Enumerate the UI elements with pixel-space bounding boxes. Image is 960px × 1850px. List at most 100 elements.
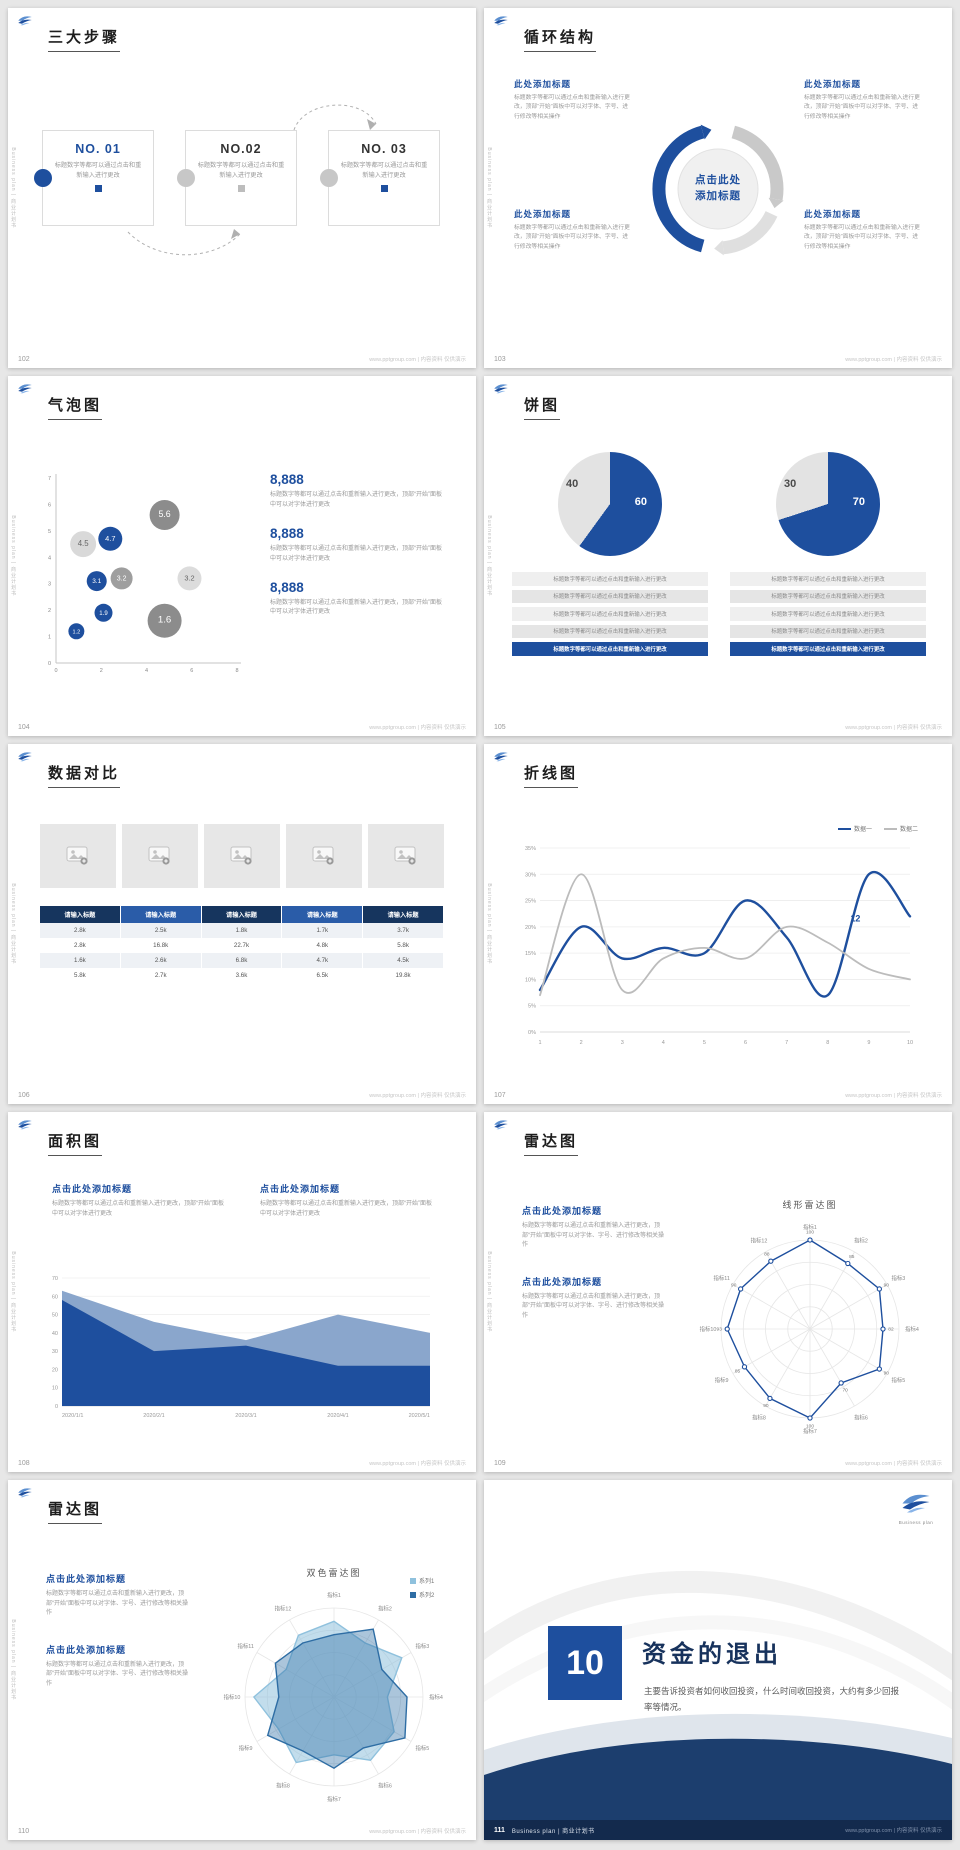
svg-text:指标3: 指标3 — [891, 1274, 905, 1282]
svg-text:6: 6 — [48, 502, 51, 508]
kpi-value: 8,888 — [270, 472, 304, 487]
block-body: 标题数字等都可以通过点击和重新输入进行更改，顶部“开始”面板中可以对字体、字号、… — [514, 95, 630, 120]
svg-text:10: 10 — [907, 1040, 913, 1046]
slide-105-pie-charts[interactable]: Business plan | 商业计划书 饼图 40 60 标题数字等都可以通… — [484, 376, 952, 736]
brand-logo-icon — [494, 384, 508, 394]
caption-row-highlight: 标题数字等都可以通过点击和重新输入进行更改 — [512, 642, 708, 656]
table-cell: 2.5k — [121, 923, 202, 938]
cycle-text-bottom-left: 此处添加标题 标题数字等都可以通过点击和重新输入进行更改，顶部“开始”面板中可以对… — [514, 208, 632, 252]
svg-text:3.2: 3.2 — [184, 573, 194, 582]
svg-text:1.9: 1.9 — [99, 611, 108, 617]
image-placeholder-row — [40, 824, 444, 888]
svg-text:0: 0 — [55, 1404, 58, 1410]
svg-text:8: 8 — [235, 668, 238, 674]
radar-text-block: 点击此处添加标题 标题数字等都可以通过点击和重新输入进行更改，顶部“开始”面板中可… — [46, 1643, 190, 1690]
table-header-cell: 请输入标题 — [363, 906, 444, 923]
slide-title: 气泡图 — [48, 394, 103, 420]
watermark: www.pptgroup.com | 内容资料 仅供演示 — [845, 357, 942, 363]
caption-row: 标题数字等都可以通过点击和重新输入进行更改 — [730, 624, 926, 638]
slide-107-line-chart[interactable]: Business plan | 商业计划书 折线图 数据一 数据二 0% 5% 10… — [484, 744, 952, 1104]
page-number: 110 — [18, 1828, 30, 1835]
table-row: 1.6k 2.6k 6.8k 4.7k 4.5k — [40, 953, 444, 968]
svg-text:2020/1/1: 2020/1/1 — [62, 1413, 83, 1419]
image-placeholder — [286, 824, 362, 888]
side-vertical-text: Business plan | 商业计划书 — [10, 1251, 16, 1333]
table-cell: 2.8k — [40, 938, 121, 953]
slide-108-area-chart[interactable]: Business plan | 商业计划书 面积图 点击此处添加标题 标题数字等都… — [8, 1112, 476, 1472]
steps-diagram: NO. 01 标题数字等都可以通过点击和重新输入进行更改 NO.02 标题数字等… — [32, 90, 450, 280]
kpi-item: 8,888 标题数字等都可以通过点击和重新输入进行更改，顶部“开始”面板中可以对字… — [270, 472, 442, 511]
svg-text:指标4: 指标4 — [905, 1325, 919, 1333]
table-cell: 4.8k — [282, 938, 364, 953]
slide-102-three-steps[interactable]: Business plan | 商业计划书 三大步骤 NO. 01 标题数字等都… — [8, 8, 476, 368]
image-placeholder-icon — [394, 846, 416, 865]
brand-logo-icon — [494, 16, 508, 26]
slide-title: 折线图 — [524, 762, 579, 788]
block-heading: 点击此处添加标题 — [46, 1644, 127, 1655]
svg-text:10: 10 — [52, 1386, 58, 1392]
slide-111-section-divider[interactable]: Business plan 10 资金的退出 主要告诉投资者如何收回投资，什么时… — [484, 1480, 952, 1840]
block-body: 标题数字等都可以通过点击和重新输入进行更改，顶部“开始”面板中可以对字体、字号、… — [804, 225, 920, 250]
comparison-table: 请输入标题 请输入标题 请输入标题 请输入标题 请输入标题 2.8k 2.5k 1.8k 1.7… — [40, 906, 444, 983]
slide-110-radar-dual[interactable]: Business plan | 商业计划书 雷达图 点击此处添加标题 标题数字等都… — [8, 1480, 476, 1840]
table-row: 2.8k 16.8k 22.7k 4.8k 5.8k — [40, 938, 444, 953]
svg-text:指标9: 指标9 — [715, 1376, 729, 1384]
slide-106-data-comparison[interactable]: Business plan | 商业计划书 数据对比 请输入标题 请输入标题 请输入… — [8, 744, 476, 1104]
slide-103-cycle[interactable]: Business plan | 商业计划书 循环结构 点击此处 添加标题 此处添… — [484, 8, 952, 368]
slide-109-radar-line[interactable]: Business plan | 商业计划书 雷达图 点击此处添加标题 标题数字等都… — [484, 1112, 952, 1472]
svg-text:85: 85 — [849, 1254, 855, 1260]
table-cell: 1.7k — [282, 923, 364, 938]
table-row: 2.8k 2.5k 1.8k 1.7k 3.7k — [40, 923, 444, 938]
svg-text:3.2: 3.2 — [117, 575, 127, 582]
slide-title: 循环结构 — [524, 26, 597, 52]
section-body: 主要告诉投资者如何收回投资，什么时间收回投资，大约有多少回报率等情况。 — [644, 1686, 900, 1712]
page-number: 102 — [18, 356, 30, 363]
radar-text-block: 点击此处添加标题 标题数字等都可以通过点击和重新输入进行更改，顶部“开始”面板中可… — [522, 1275, 666, 1322]
svg-text:25%: 25% — [525, 899, 536, 905]
svg-text:35%: 35% — [525, 846, 536, 852]
block-heading: 此处添加标题 — [514, 209, 572, 219]
kpi-value: 8,888 — [270, 579, 304, 595]
svg-text:20: 20 — [52, 1367, 58, 1373]
slide-104-bubble-chart[interactable]: Business plan | 商业计划书 气泡图 0 1 2 3 4 5 6 7 0 2 4 6 8 4… — [8, 376, 476, 736]
table-cell: 3.6k — [202, 968, 283, 983]
svg-text:指标12: 指标12 — [751, 1237, 768, 1245]
table-cell: 6.5k — [282, 968, 364, 983]
step-number: NO. 03 — [361, 142, 407, 156]
table-header-cell: 请输入标题 — [40, 906, 121, 923]
step-notch-icon — [34, 169, 52, 187]
brand-logo-icon — [18, 1120, 32, 1130]
svg-text:90: 90 — [731, 1282, 737, 1288]
table-cell: 2.8k — [40, 923, 121, 938]
svg-text:1: 1 — [538, 1040, 541, 1046]
svg-text:指标6: 指标6 — [854, 1413, 868, 1421]
block-heading: 点击此处添加标题 — [522, 1276, 603, 1287]
svg-text:90: 90 — [763, 1403, 769, 1409]
image-placeholder — [204, 824, 280, 888]
kpi-body: 标题数字等都可以通过点击和重新输入进行更改，顶部“开始”面板中可以对字体进行更改 — [270, 599, 442, 616]
svg-text:指标10: 指标10 — [700, 1325, 717, 1333]
svg-text:1: 1 — [48, 635, 51, 641]
dashed-arrows — [127, 104, 377, 256]
area-text-block-1: 点击此处添加标题 标题数字等都可以通过点击和重新输入进行更改，顶部“开始”面板中可… — [52, 1182, 224, 1219]
area-text-block-2: 点击此处添加标题 标题数字等都可以通过点击和重新输入进行更改，顶部“开始”面板中可… — [260, 1182, 432, 1219]
image-placeholder — [122, 824, 198, 888]
kpi-value: 8,888 — [270, 525, 304, 541]
step-marker-icon — [237, 185, 245, 193]
step-card-3: NO. 03 标题数字等都可以通过点击和重新输入进行更改 — [320, 130, 440, 226]
svg-text:12: 12 — [850, 914, 860, 924]
pie-slice-label: 30 — [784, 478, 797, 490]
radar-chart-title: 线形雷达图 — [782, 1200, 838, 1210]
svg-text:指标10: 指标10 — [224, 1693, 241, 1701]
radar-chart: 指标1 指标2 指标3 指标4 指标5 指标6 指标7 指标8 指标9 指标10 指标11 指标12 — [224, 1591, 443, 1803]
table-cell: 2.6k — [121, 953, 202, 968]
table-cell: 2.7k — [121, 968, 202, 983]
side-vertical-text: Business plan | 商业计划书 — [486, 883, 492, 965]
svg-text:指标4: 指标4 — [429, 1693, 443, 1701]
watermark: www.pptgroup.com | 内容资料 仅供演示 — [369, 1829, 466, 1835]
legend-line-swatch — [883, 828, 897, 831]
brand-logo-icon — [18, 384, 32, 394]
legend-square-swatch — [410, 1592, 416, 1599]
cycle-text-top-right: 此处添加标题 标题数字等都可以通过点击和重新输入进行更改，顶部“开始”面板中可以对… — [804, 78, 922, 122]
slide-title: 雷达图 — [524, 1130, 579, 1156]
